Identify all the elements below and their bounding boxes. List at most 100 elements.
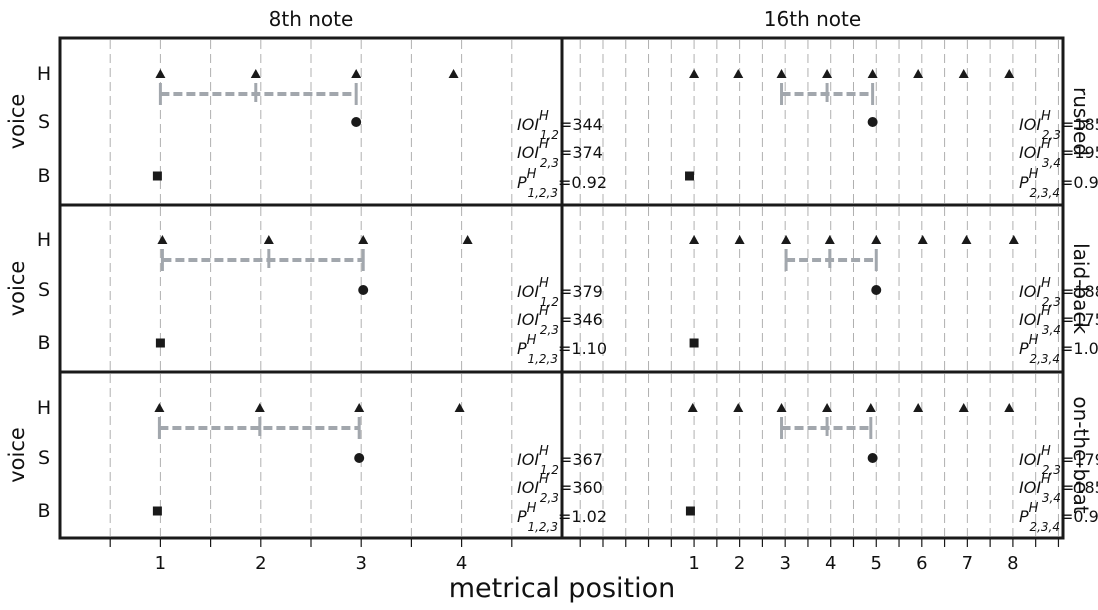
marker-h-triangle xyxy=(1008,235,1019,244)
marker-h-triangle xyxy=(254,403,265,412)
row-label: rushed xyxy=(1069,87,1093,156)
marker-s-circle xyxy=(358,285,369,295)
x-tick-label: 7 xyxy=(962,553,973,574)
x-tick-label: 3 xyxy=(355,553,366,574)
marker-h-triangle xyxy=(776,403,787,412)
voice-label-s: S xyxy=(38,279,50,301)
annotation-ioi: IOIH 1,2=367 xyxy=(517,444,603,477)
annotation-ioi: IOIH 2,3=346 xyxy=(517,304,603,337)
marker-s-circle xyxy=(351,117,362,127)
x-tick-label: 5 xyxy=(871,553,882,574)
voice-label-h: H xyxy=(37,397,51,419)
x-tick-label: 4 xyxy=(825,553,836,574)
panel-frame xyxy=(560,370,1065,540)
marker-h-triangle xyxy=(687,403,698,412)
x-tick-label: 8 xyxy=(1007,553,1018,574)
marker-h-triangle xyxy=(824,235,835,244)
marker-h-triangle xyxy=(781,235,792,244)
marker-b-square xyxy=(152,506,162,516)
marker-h-triangle xyxy=(733,403,744,412)
voice-label-b: B xyxy=(37,500,50,522)
x-axis-label: metrical position xyxy=(449,573,676,604)
marker-h-triangle xyxy=(917,235,928,244)
marker-h-triangle xyxy=(871,235,882,244)
panel-frame xyxy=(58,36,564,207)
marker-h-triangle xyxy=(913,403,924,412)
column-title: 16th note xyxy=(764,7,861,31)
marker-h-triangle xyxy=(448,69,459,78)
marker-s-circle xyxy=(871,285,882,295)
annotation-p: PH 1,2,3=0.92 xyxy=(517,167,607,200)
marker-b-square xyxy=(685,506,695,516)
marker-s-circle xyxy=(354,453,365,463)
x-tick-label: 2 xyxy=(255,553,266,574)
marker-h-triangle xyxy=(1004,69,1015,78)
marker-b-square xyxy=(689,338,699,348)
marker-h-triangle xyxy=(776,69,787,78)
row-label: laid-back xyxy=(1069,243,1093,334)
voice-label-b: B xyxy=(37,165,50,187)
marker-h-triangle xyxy=(689,235,700,244)
marker-h-triangle xyxy=(454,403,465,412)
voice-label-h: H xyxy=(37,63,51,85)
annotation-ioi: IOIH 1,2=344 xyxy=(517,109,603,142)
x-tick-label: 2 xyxy=(734,553,745,574)
marker-h-triangle xyxy=(822,69,833,78)
marker-h-triangle xyxy=(462,235,473,244)
x-tick-label: 1 xyxy=(688,553,699,574)
marker-h-triangle xyxy=(961,235,972,244)
column-title: 8th note xyxy=(269,7,354,31)
marker-s-circle xyxy=(867,453,878,463)
x-tick-label: 4 xyxy=(456,553,467,574)
annotation-ioi: IOIH 2,3=360 xyxy=(517,472,603,505)
panel-frame xyxy=(58,203,564,374)
marker-h-triangle xyxy=(822,403,833,412)
marker-h-triangle xyxy=(689,69,700,78)
marker-h-triangle xyxy=(865,403,876,412)
marker-h-triangle xyxy=(358,235,369,244)
marker-layer xyxy=(152,69,1019,516)
marker-h-triangle xyxy=(250,69,261,78)
annotation-ioi: IOIH 1,2=379 xyxy=(517,276,603,309)
y-axis-label: voice xyxy=(5,94,29,150)
voice-label-s: S xyxy=(38,447,50,469)
x-tick-label: 3 xyxy=(779,553,790,574)
marker-h-triangle xyxy=(958,403,969,412)
voice-label-s: S xyxy=(38,111,50,133)
voice-label-h: H xyxy=(37,229,51,251)
bracket-layer xyxy=(157,83,878,439)
marker-h-triangle xyxy=(1004,403,1015,412)
row-label: on-the-beat xyxy=(1069,396,1093,513)
marker-b-square xyxy=(152,171,162,181)
frame-layer xyxy=(58,36,1065,547)
annotation-p: PH 1,2,3=1.02 xyxy=(517,501,607,534)
marker-h-triangle xyxy=(154,403,165,412)
marker-h-triangle xyxy=(733,69,744,78)
marker-h-triangle xyxy=(263,235,274,244)
annotation-ioi: IOIH 2,3=374 xyxy=(517,137,603,170)
marker-h-triangle xyxy=(913,69,924,78)
marker-b-square xyxy=(685,171,695,181)
panel-frame xyxy=(560,36,1065,207)
marker-s-circle xyxy=(867,117,878,127)
annotation-p: PH 1,2,3=1.10 xyxy=(517,333,607,366)
marker-h-triangle xyxy=(155,69,166,78)
panel-frame xyxy=(560,203,1065,374)
y-axis-label: voice xyxy=(5,261,29,317)
text-layer: 1 2 3 4 8th note 1 2 3 4 5 6 7 8 16th note metrical po… xyxy=(5,7,1098,604)
marker-h-triangle xyxy=(867,69,878,78)
y-axis-label: voice xyxy=(5,427,29,483)
voice-label-b: B xyxy=(37,332,50,354)
marker-h-triangle xyxy=(351,69,362,78)
annotation-p: PH2,3,4=1.07 xyxy=(1019,333,1098,366)
marker-h-triangle xyxy=(157,235,168,244)
x-tick-label: 6 xyxy=(916,553,927,574)
